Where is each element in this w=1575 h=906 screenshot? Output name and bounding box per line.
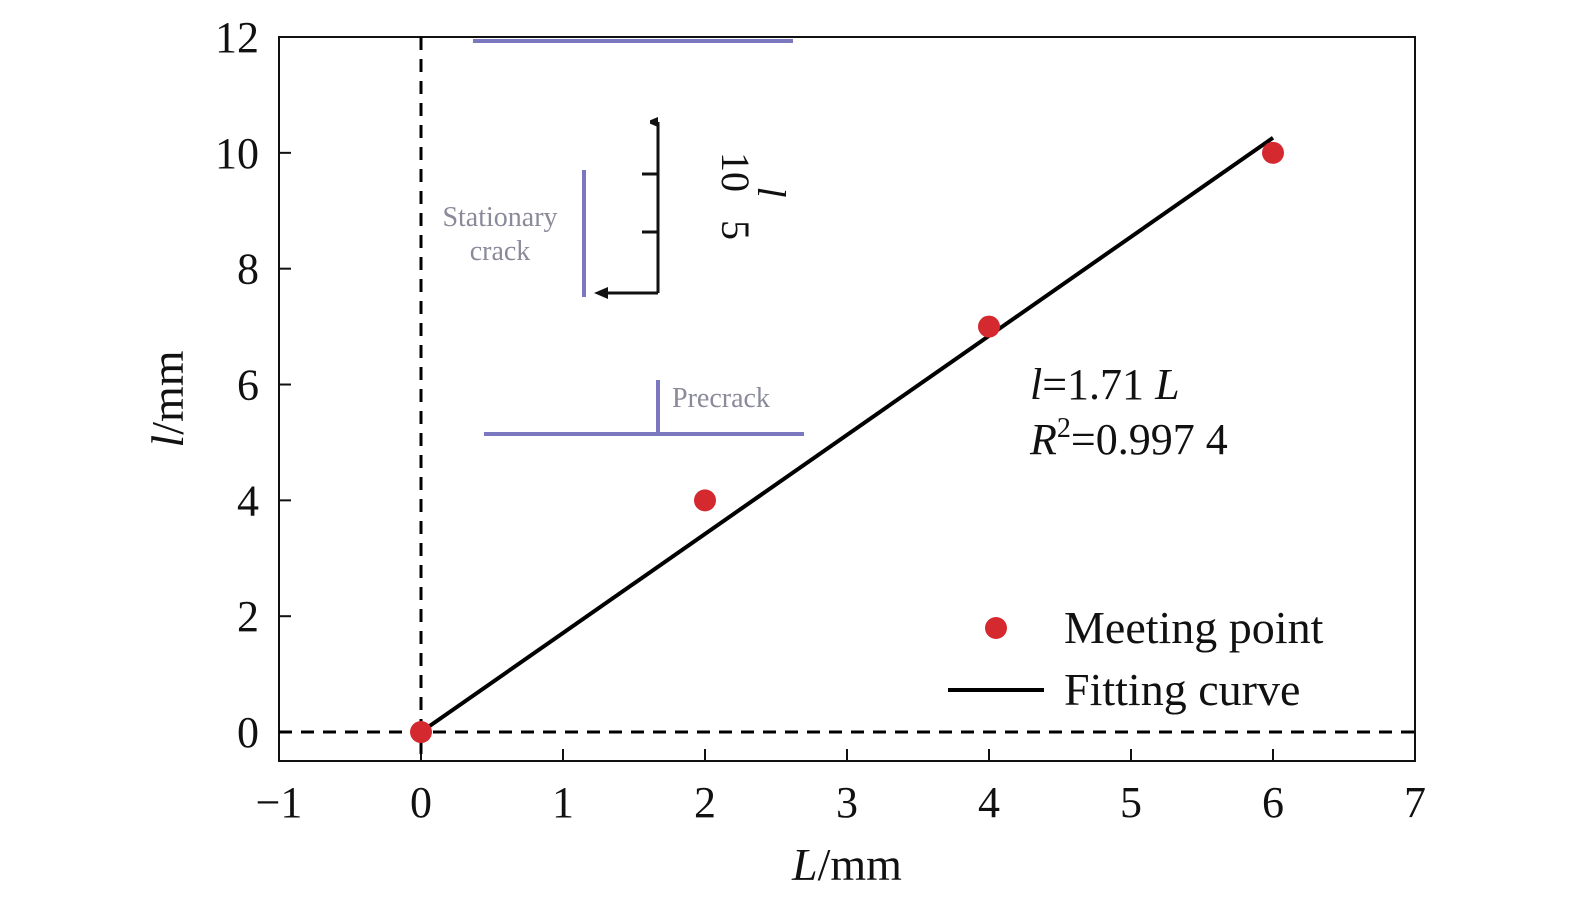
y-tick-label: 2 [237, 592, 259, 641]
x-tick-label: −1 [256, 778, 303, 827]
legend-marker-meeting-point [985, 617, 1007, 639]
x-axis-ticks: −1 0 1 2 3 4 5 6 7 [256, 749, 1426, 827]
inset-schematic: Stationary crack Precrack 5 10 l [442, 39, 804, 436]
x-tick-label: 7 [1404, 778, 1426, 827]
legend: Meeting point Fitting curve [948, 602, 1324, 715]
x-tick-label: 2 [694, 778, 716, 827]
meeting-point [410, 721, 432, 744]
y-tick-label: 6 [237, 361, 259, 410]
meeting-point-series [410, 141, 1284, 744]
x-tick-label: 5 [1120, 778, 1142, 827]
y-tick-label: 4 [237, 476, 259, 525]
y-tick-label: 10 [215, 129, 259, 178]
y-tick-label: 8 [237, 245, 259, 294]
y-tick-label: 0 [237, 708, 259, 757]
meeting-point [694, 489, 716, 512]
y-tick-label: 12 [215, 13, 259, 62]
fit-r-squared: R2=0.997 4 [1029, 413, 1228, 464]
x-tick-label: 6 [1262, 778, 1284, 827]
meeting-point [1262, 141, 1284, 164]
x-tick-label: 0 [410, 778, 432, 827]
x-tick-label: 3 [836, 778, 858, 827]
y-axis-ticks: 0 2 4 6 8 10 12 [215, 13, 291, 757]
inset-label-stationary: Stationary [442, 202, 557, 233]
x-tick-label: 1 [552, 778, 574, 827]
inset-axis-tick-label-10: 10 [713, 152, 758, 192]
meeting-point [978, 315, 1000, 338]
y-axis-title: l/mm [142, 350, 193, 447]
fit-equation: l=1.71 L [1030, 360, 1180, 409]
legend-label-meeting-point: Meeting point [1064, 602, 1324, 653]
inset-label-precrack: Precrack [672, 383, 770, 414]
fitting-curve-series [419, 136, 1275, 734]
x-tick-label: 4 [978, 778, 1000, 827]
inset-axis-arrow-left-icon [594, 287, 608, 299]
inset-axis-label: l [749, 186, 794, 197]
inset-axis-tick-label-5: 5 [713, 220, 758, 240]
fitting-curve-line [419, 136, 1275, 734]
inset-label-crack: crack [470, 236, 531, 267]
legend-label-fitting-curve: Fitting curve [1064, 664, 1300, 715]
x-axis-title: L/mm [791, 839, 902, 890]
reference-lines [279, 37, 1415, 761]
